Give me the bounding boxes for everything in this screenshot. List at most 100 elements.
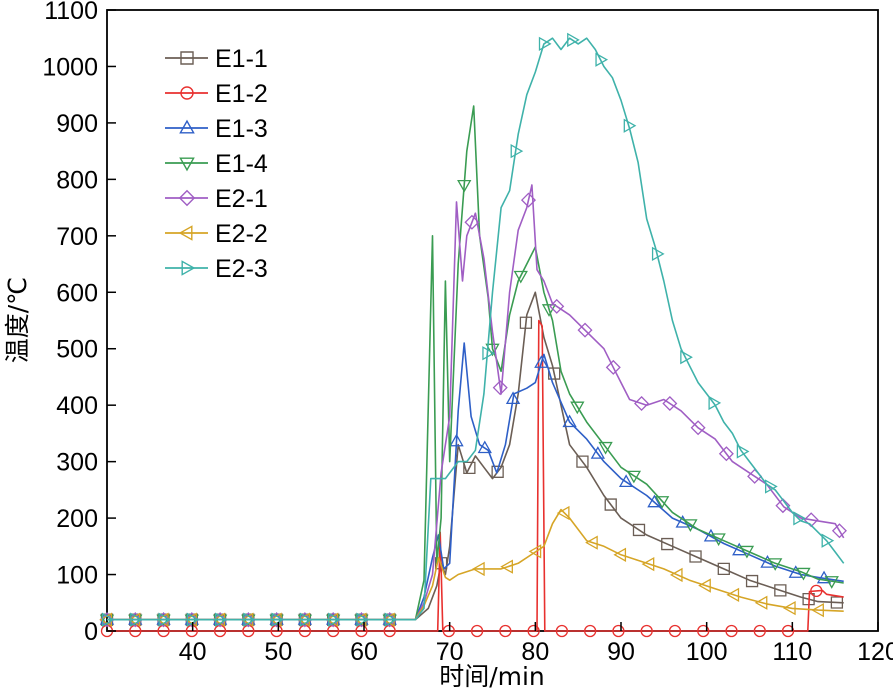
- series-marker-e1-2: [781, 624, 795, 638]
- series-marker-e2-2: [726, 587, 740, 603]
- series-marker-e1-1: [519, 316, 533, 329]
- series-marker-e2-3: [158, 612, 172, 627]
- legend-item-e2-2: E2-2: [165, 220, 268, 248]
- series-line-e1-3: [107, 342, 844, 621]
- x-axis-ticks: 40 50 60 70 80 90 100 110 120: [179, 622, 893, 666]
- series-marker-e1-3: [477, 440, 492, 454]
- x-tick-label: 100: [686, 638, 728, 666]
- series-marker-e1-4: [513, 270, 528, 284]
- legend-label: E1-1: [215, 45, 268, 73]
- legend-item-e1-1: E1-1: [165, 45, 268, 73]
- series-e1-4: [99, 105, 844, 628]
- x-tick-label: 70: [436, 638, 464, 666]
- series-marker-e2-3: [271, 612, 285, 627]
- series-marker-e1-4: [184, 614, 199, 628]
- x-axis-label: 时间/min: [439, 662, 545, 691]
- series-marker-e1-3: [590, 446, 606, 459]
- series-marker-e1-2: [129, 624, 142, 638]
- series-marker-e1-2: [725, 624, 738, 638]
- y-tick-label: 700: [56, 223, 98, 251]
- series-marker-e1-3: [647, 494, 662, 508]
- y-tick-label: 200: [56, 505, 98, 533]
- series-marker-e1-1: [576, 455, 589, 468]
- legend-label: E2-2: [215, 220, 268, 248]
- legend-marker: [178, 225, 193, 241]
- series-marker-e2-2: [613, 547, 627, 562]
- series-marker-e1-1: [632, 523, 646, 537]
- legend: E1-1 E1-2 E1-3 E1-4 E2-1 E2-2 E2-3: [165, 45, 268, 283]
- series-marker-e2-3: [595, 52, 609, 67]
- series-marker-e2-3: [356, 612, 370, 627]
- series-marker-e1-3: [241, 612, 256, 625]
- series-marker-e2-1: [520, 192, 536, 208]
- series-marker-e2-3: [765, 479, 778, 494]
- series-marker-e1-2: [298, 624, 312, 638]
- series-marker-e1-2: [697, 624, 710, 638]
- legend-item-e1-4: E1-4: [165, 150, 268, 178]
- legend-label: E1-2: [215, 80, 268, 108]
- series-marker-e1-2: [584, 624, 597, 638]
- series-marker-e2-3: [680, 350, 693, 365]
- series-marker-e1-1: [604, 498, 617, 511]
- series-marker-e1-2: [442, 624, 455, 638]
- legend-marker: [179, 157, 195, 172]
- series-marker-e1-2: [470, 624, 484, 638]
- series-marker-e2-3: [821, 533, 835, 548]
- y-tick-label: 500: [56, 336, 98, 364]
- series-marker-e1-4: [128, 614, 143, 628]
- series-marker-e2-3: [328, 612, 341, 627]
- y-tick-label: 1100: [44, 0, 98, 25]
- series-marker-e1-2: [810, 584, 823, 597]
- legend-label: E2-1: [215, 185, 268, 213]
- series-marker-e1-3: [449, 433, 464, 447]
- series-marker-e1-4: [269, 614, 284, 628]
- series-marker-e1-4: [796, 567, 811, 581]
- series-marker-e2-1: [831, 523, 847, 539]
- series-marker-e1-2: [640, 624, 653, 638]
- series-marker-e1-2: [555, 624, 569, 638]
- series-marker-e2-2: [472, 561, 485, 577]
- series-marker-e1-1: [802, 593, 815, 606]
- series-marker-e2-3: [101, 612, 115, 627]
- series-marker-e1-4: [212, 614, 228, 628]
- series-marker-e2-3: [651, 246, 665, 262]
- series-marker-e2-3: [384, 612, 398, 627]
- series-marker-e2-3: [538, 36, 552, 52]
- series-marker-e1-4: [654, 496, 670, 509]
- series-marker-e1-2: [668, 624, 682, 638]
- series-marker-e2-2: [500, 559, 513, 574]
- series-marker-e1-2: [753, 624, 766, 638]
- series-marker-e2-1: [634, 395, 650, 412]
- series-marker-e2-2: [811, 602, 824, 618]
- series-marker-e1-2: [612, 624, 625, 638]
- legend-item-e1-2: E1-2: [165, 80, 268, 108]
- legend-label: E1-4: [215, 150, 268, 178]
- series-marker-e2-1: [577, 322, 593, 338]
- series-marker-e1-4: [457, 179, 472, 193]
- series-marker-e1-1: [661, 537, 674, 551]
- x-tick-label: 110: [772, 638, 812, 666]
- series-marker-e2-1: [605, 359, 621, 375]
- series-marker-e1-1: [745, 574, 759, 588]
- series-marker-e2-2: [528, 544, 542, 559]
- series-marker-e2-2: [556, 505, 570, 521]
- series-marker-e1-4: [626, 470, 642, 484]
- series-marker-e1-1: [717, 562, 730, 576]
- series-marker-e1-3: [325, 612, 341, 625]
- y-tick-label: 0: [84, 618, 98, 646]
- series-marker-e1-4: [541, 304, 557, 317]
- series-marker-e2-2: [585, 535, 598, 550]
- series-marker-e1-3: [562, 414, 577, 428]
- x-tick-label: 120: [857, 638, 893, 666]
- series-marker-e1-4: [683, 519, 698, 532]
- legend-item-e2-3: E2-3: [165, 255, 268, 283]
- series-marker-e2-3: [299, 612, 313, 627]
- series-marker-e2-2: [782, 600, 796, 616]
- series-marker-e1-3: [354, 612, 369, 625]
- x-tick-label: 80: [521, 638, 549, 666]
- series-marker-e2-1: [464, 214, 480, 230]
- series-marker-e1-4: [570, 401, 585, 415]
- series-marker-e1-3: [534, 355, 549, 368]
- series-marker-e2-3: [567, 32, 580, 48]
